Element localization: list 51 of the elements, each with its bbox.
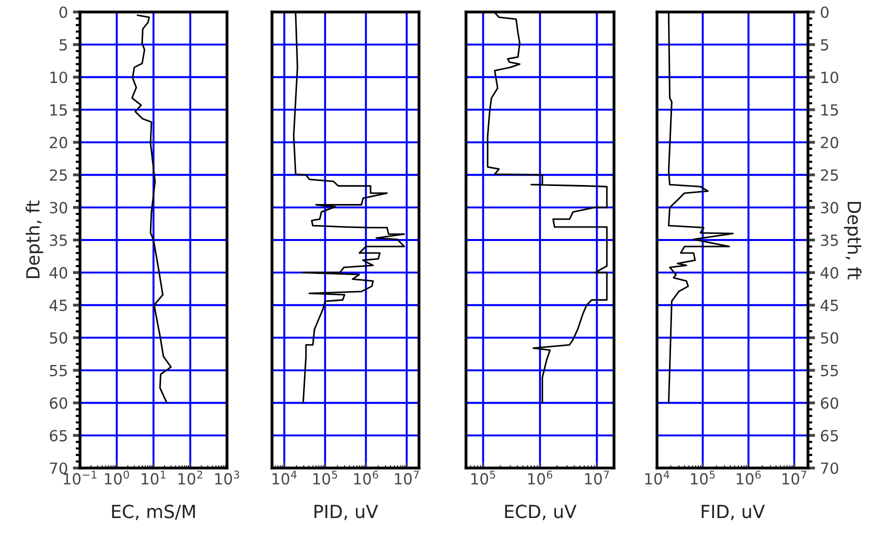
x-tick-label: 10$^{7}$ <box>394 470 419 485</box>
y-tick-label: 35 <box>820 234 838 246</box>
y-tick-label: 65 <box>820 430 838 442</box>
y-tick-label: 0 <box>820 6 829 18</box>
x-axis-title: FID, uV <box>702 504 765 520</box>
y-tick-label: 45 <box>50 300 67 312</box>
x-tick-label: 10$^{7}$ <box>782 470 806 485</box>
x-tick-label: 10$^{7}$ <box>585 470 609 485</box>
y-axis-title: Depth, ft <box>844 202 862 280</box>
x-tick-label: 10$^{1}$ <box>142 470 166 485</box>
x-tick-label: 10$^{3}$ <box>215 470 240 485</box>
x-tick-label: 10$^{6}$ <box>528 470 552 485</box>
y-tick-label: 10 <box>821 72 838 84</box>
y-tick-label: 0 <box>59 6 68 18</box>
y-tick-label: 10 <box>50 72 68 84</box>
x-tick-label: 10$^{0}$ <box>104 470 129 485</box>
y-tick-label: 70 <box>50 462 68 474</box>
y-tick-label: 55 <box>50 364 67 376</box>
x-tick-label: 10$^{6}$ <box>736 470 761 485</box>
x-axis-title: ECD, uV <box>505 504 576 520</box>
x-tick-label: 10$^{4}$ <box>272 470 297 485</box>
y-tick-label: 70 <box>821 462 838 474</box>
y-tick-label: 50 <box>820 332 838 344</box>
y-tick-label: 20 <box>50 136 68 148</box>
x-tick-label: 10$^{2}$ <box>178 470 202 485</box>
y-tick-label: 25 <box>50 169 67 181</box>
y-tick-label: 35 <box>50 234 67 246</box>
y-tick-label: 20 <box>820 136 838 148</box>
y-tick-label: 25 <box>820 169 838 181</box>
y-tick-label: 30 <box>50 202 68 214</box>
y-tick-label: 5 <box>820 39 828 51</box>
y-tick-label: 55 <box>820 364 838 376</box>
y-tick-label: 45 <box>820 300 838 312</box>
y-tick-label: 30 <box>820 202 838 214</box>
x-tick-label: 10$^{5}$ <box>313 470 338 485</box>
y-tick-label: 40 <box>50 267 68 279</box>
y-tick-label: 5 <box>60 39 67 51</box>
x-tick-label: 10$^{6}$ <box>354 470 378 485</box>
y-tick-label: 15 <box>821 104 838 116</box>
y-tick-label: 65 <box>50 430 67 442</box>
x-axis-title: PID, uV <box>314 504 378 520</box>
x-tick-label: 10$^{5}$ <box>471 470 496 485</box>
y-axis-title: Depth, ft <box>26 200 44 278</box>
y-tick-label: 50 <box>50 332 68 344</box>
x-axis-title: EC, mS/M <box>112 504 195 520</box>
y-tick-label: 60 <box>50 397 68 409</box>
y-tick-label: 60 <box>820 397 838 409</box>
y-tick-label: 40 <box>820 267 838 279</box>
x-tick-label: 10$^{4}$ <box>645 470 670 485</box>
x-tick-label: 10$^{5}$ <box>690 470 715 485</box>
y-tick-label: 15 <box>50 104 67 116</box>
